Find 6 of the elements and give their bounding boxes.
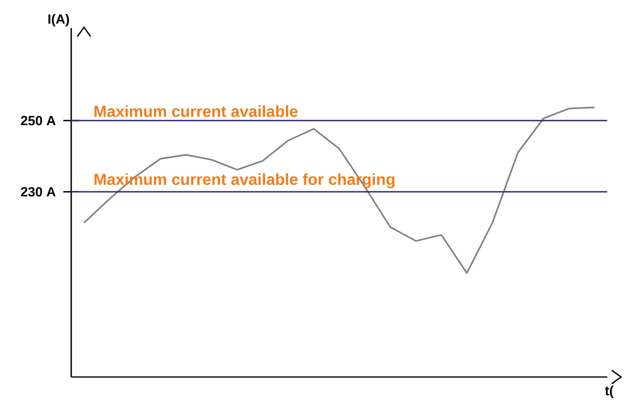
x-axis-title: t( — [605, 386, 614, 398]
y-tick-label: 230 A — [20, 187, 56, 197]
y-axis-title: I(A) — [48, 14, 69, 26]
ref-line-label: Maximum current available — [94, 105, 298, 118]
line-series — [83, 106, 596, 274]
y-tick-label: 250 A — [20, 116, 56, 126]
